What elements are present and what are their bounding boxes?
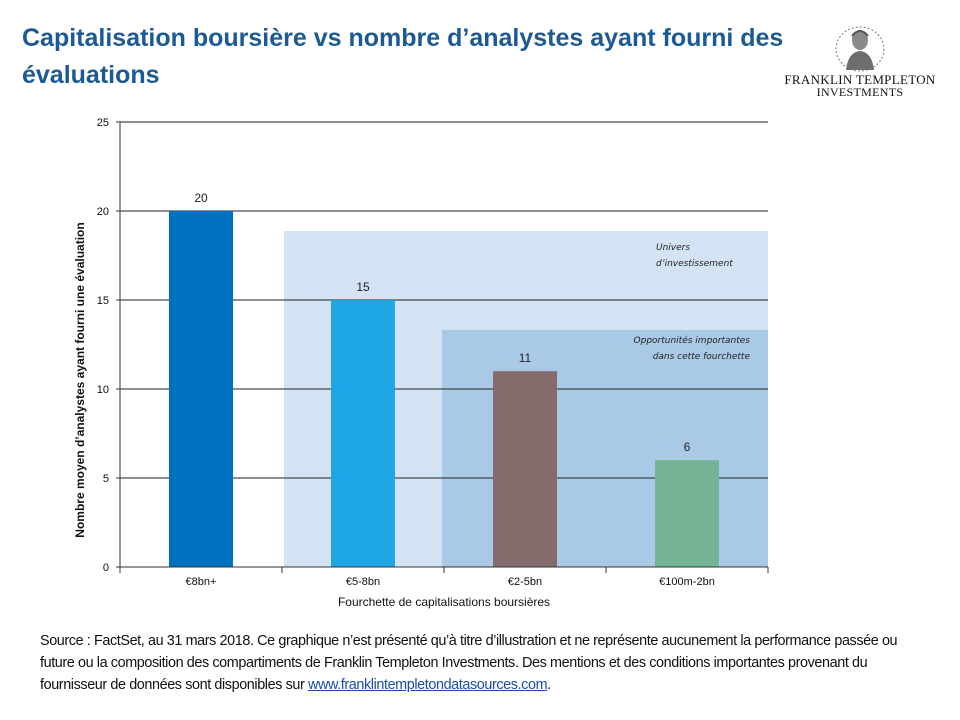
source-text: Source : FactSet, au 31 mars 2018. Ce gr… (40, 633, 898, 693)
bar-value-label: 6 (684, 440, 691, 454)
source-end: . (547, 677, 551, 693)
source-note: Source : FactSet, au 31 mars 2018. Ce gr… (40, 630, 910, 696)
x-tick-label: €8bn+ (186, 576, 217, 588)
x-axis-title: Fourchette de capitalisations boursières (337, 595, 551, 609)
page-title: Capitalisation boursière vs nombre d’ana… (22, 24, 784, 89)
logo-brand-line2: INVESTMENTS (816, 85, 904, 99)
y-tick-label: 0 (103, 562, 109, 574)
x-tick-label: €2-5bn (508, 576, 542, 588)
franklin-portrait-icon (835, 26, 885, 72)
bar (655, 460, 719, 567)
univers-callout: Univers d’investissement (656, 243, 733, 269)
bars: 20 15 11 6 (169, 191, 719, 567)
opportunites-band (442, 330, 768, 567)
bar (331, 300, 395, 567)
bar-value-label: 11 (519, 351, 532, 365)
bar (169, 211, 233, 567)
logo-brand-line1: FRANKLIN TEMPLETON (784, 72, 936, 87)
y-tick-label: 5 (103, 473, 109, 485)
x-axis: €8bn+ €5-8bn €2-5bn €100m-2bn (119, 566, 769, 588)
x-tick-label: €5-8bn (346, 576, 380, 588)
opportunites-callout: Opportunités importantes dans cette four… (633, 336, 750, 362)
y-axis-title: Nombre moyen d’analystes ayant fourni un… (73, 222, 87, 538)
y-tick-label: 25 (97, 117, 109, 129)
bar (493, 371, 557, 567)
franklin-templeton-logo: FRANKLIN TEMPLETON INVESTMENTS (780, 22, 940, 100)
y-tick-label: 15 (97, 295, 109, 307)
y-tick-label: 10 (97, 384, 109, 396)
y-tick-labels: 0 5 10 15 20 25 (97, 117, 120, 574)
y-tick-label: 20 (97, 206, 109, 218)
source-link[interactable]: www.franklintempletondatasources.com (308, 677, 548, 693)
bar-value-label: 20 (194, 191, 208, 205)
bar-value-label: 15 (356, 280, 370, 294)
x-tick-label: €100m-2bn (659, 576, 715, 588)
